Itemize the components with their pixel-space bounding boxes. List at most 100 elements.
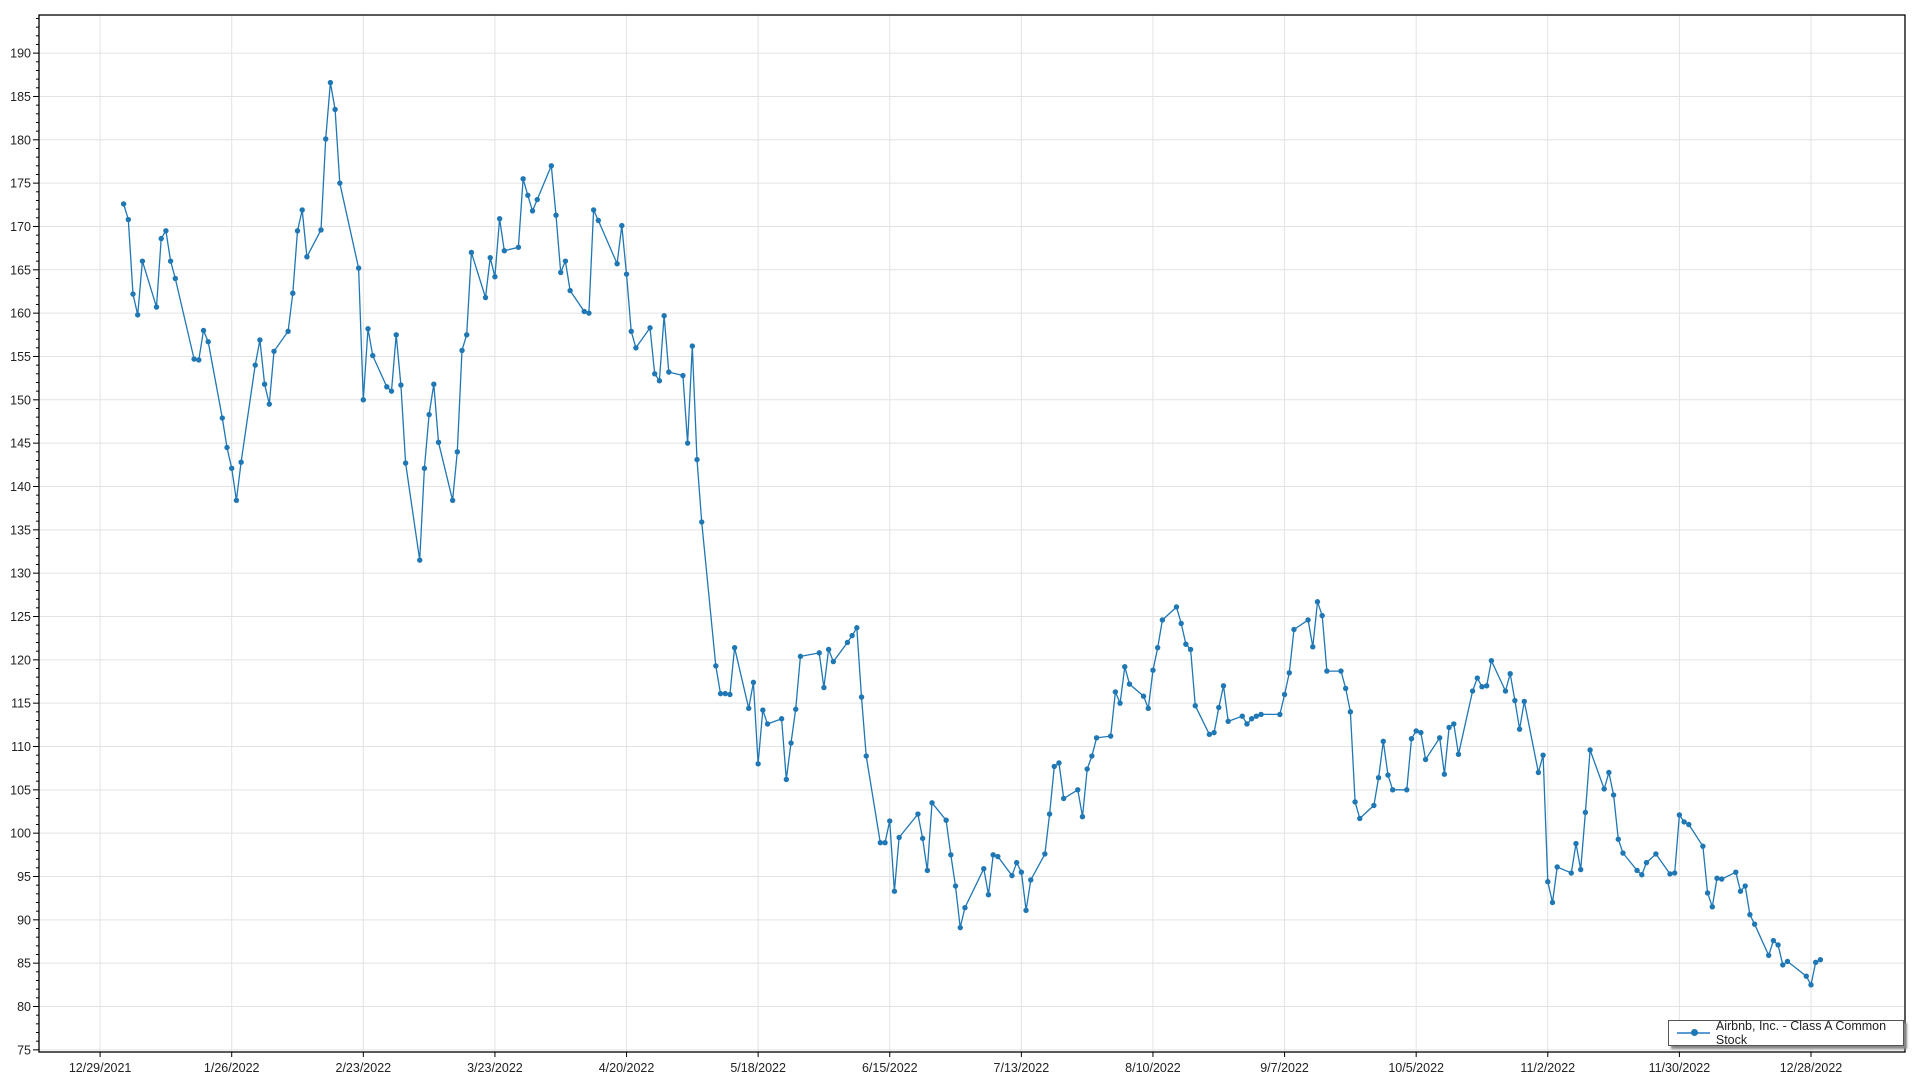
x-tick-label: 5/18/2022 <box>730 1061 786 1075</box>
data-point <box>318 227 324 233</box>
data-point <box>854 625 860 631</box>
y-tick-label: 75 <box>17 1043 31 1057</box>
series-line <box>122 82 1821 987</box>
data-point <box>1408 735 1415 742</box>
data-point <box>257 337 263 343</box>
data-point <box>1667 871 1673 877</box>
data-point <box>919 835 926 842</box>
data-point <box>431 381 437 387</box>
data-point <box>821 684 827 691</box>
data-point <box>1046 811 1053 817</box>
data-point <box>1718 876 1725 882</box>
data-point <box>1075 787 1081 793</box>
data-point <box>788 740 794 746</box>
data-point <box>1314 599 1321 605</box>
data-point <box>125 216 132 223</box>
data-point <box>995 853 1001 860</box>
data-point <box>1709 904 1715 910</box>
data-point <box>948 852 954 858</box>
data-point <box>1747 911 1753 918</box>
data-point <box>1780 962 1786 968</box>
data-point <box>224 444 230 451</box>
data-point <box>985 891 992 898</box>
data-point <box>722 690 728 697</box>
y-tick-label: 105 <box>10 783 31 797</box>
data-point <box>1582 809 1589 816</box>
data-point <box>1502 688 1509 694</box>
data-point <box>1812 959 1819 965</box>
y-tick-label: 155 <box>10 350 31 364</box>
data-point <box>496 215 503 222</box>
data-point <box>915 811 921 817</box>
data-point <box>158 235 164 242</box>
data-point <box>830 658 837 665</box>
data-point <box>1281 691 1288 698</box>
data-point <box>981 865 987 872</box>
data-point <box>1192 703 1198 709</box>
data-point <box>219 415 226 421</box>
data-point <box>1422 756 1429 763</box>
data-point <box>1610 792 1617 798</box>
data-point <box>731 644 738 651</box>
data-point <box>1126 681 1133 687</box>
data-point <box>1676 812 1683 818</box>
data-point <box>844 639 851 646</box>
data-point <box>1107 733 1114 739</box>
legend: Airbnb, Inc. - Class A Common Stock <box>1668 1019 1904 1047</box>
data-point <box>1418 729 1424 736</box>
data-point <box>261 381 268 387</box>
data-point <box>468 249 475 256</box>
data-point <box>426 411 432 418</box>
data-point <box>755 761 761 767</box>
data-point <box>1018 869 1025 875</box>
data-point <box>1239 713 1245 719</box>
data-point <box>1808 982 1814 988</box>
y-tick-label: 150 <box>10 393 31 407</box>
data-point <box>1089 753 1095 759</box>
data-point <box>623 271 630 277</box>
data-point <box>1310 644 1316 650</box>
data-point <box>1587 747 1593 753</box>
data-point <box>1512 697 1518 704</box>
data-point <box>191 356 197 362</box>
data-point <box>454 449 461 455</box>
data-point <box>388 388 395 394</box>
data-point <box>1474 675 1480 681</box>
x-tick-label: 1/26/2022 <box>204 1061 260 1075</box>
data-point <box>553 212 559 218</box>
data-point <box>1117 700 1123 706</box>
data-point <box>727 691 733 698</box>
data-point <box>614 261 620 267</box>
data-point <box>689 343 696 349</box>
data-point <box>558 269 564 276</box>
data-point <box>534 196 540 203</box>
data-point <box>1765 952 1772 959</box>
data-point <box>1258 711 1264 718</box>
legend-line-marker-icon <box>1677 1028 1710 1038</box>
data-point <box>327 79 334 86</box>
data-point <box>656 378 663 384</box>
data-point <box>1479 683 1485 690</box>
x-tick-label: 7/13/2022 <box>994 1061 1050 1075</box>
data-point <box>1385 772 1391 778</box>
data-point <box>750 679 757 686</box>
y-tick-label: 170 <box>10 220 31 234</box>
data-point <box>1187 646 1194 653</box>
data-point <box>1686 821 1692 828</box>
data-point <box>238 459 244 465</box>
data-point <box>633 345 639 351</box>
x-tick-label: 6/15/2022 <box>862 1061 918 1075</box>
data-point <box>1714 875 1720 881</box>
data-point <box>1413 728 1419 734</box>
data-point <box>1483 683 1490 689</box>
data-point <box>666 369 672 375</box>
data-point <box>680 372 686 379</box>
data-point <box>139 258 146 264</box>
legend-label: Airbnb, Inc. - Class A Common Stock <box>1715 1019 1887 1047</box>
data-point <box>699 519 705 525</box>
data-point <box>332 106 338 113</box>
data-point <box>1643 859 1650 866</box>
data-point <box>1178 620 1184 627</box>
data-point <box>323 136 329 142</box>
